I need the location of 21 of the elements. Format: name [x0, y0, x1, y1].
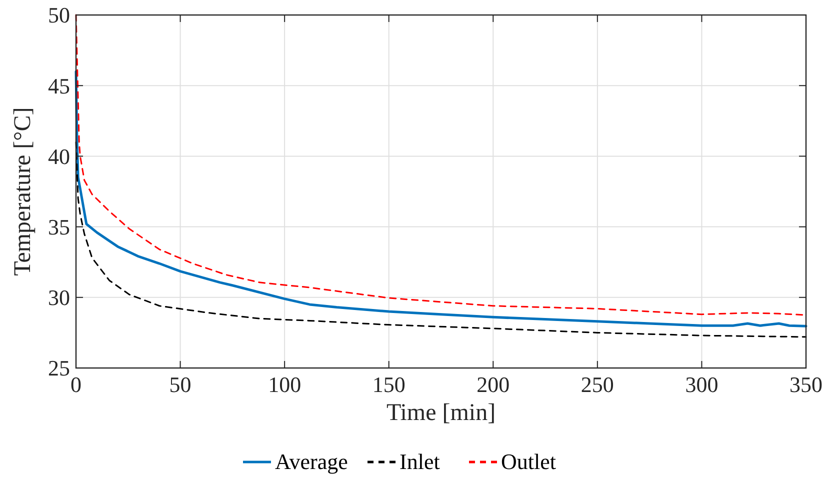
x-tick-label: 250 — [580, 372, 614, 397]
legend-label: Outlet — [501, 449, 556, 474]
line-series — [74, 70, 808, 328]
y-tick-label: 50 — [48, 2, 70, 28]
line-series — [75, 141, 807, 338]
x-tick-label: 100 — [268, 372, 302, 397]
x-axis-title: Time [min] — [386, 400, 496, 426]
y-tick-label: 40 — [48, 144, 70, 169]
x-tick-label: 200 — [476, 372, 510, 397]
y-axis-title: Temperature [°C] — [10, 107, 36, 276]
x-tick-label: 0 — [70, 372, 82, 397]
y-tick-label: 35 — [48, 214, 70, 240]
x-tick-label: 150 — [372, 372, 406, 397]
legend-label: Inlet — [400, 449, 440, 474]
legend-label: Average — [275, 449, 348, 474]
x-tick-label: 350 — [790, 372, 822, 397]
y-tick-label: 25 — [48, 356, 70, 381]
x-tick-label: 50 — [169, 372, 192, 397]
y-tick-label: 30 — [48, 285, 70, 310]
y-tick-label: 45 — [48, 73, 70, 98]
x-tick-label: 300 — [685, 372, 718, 397]
